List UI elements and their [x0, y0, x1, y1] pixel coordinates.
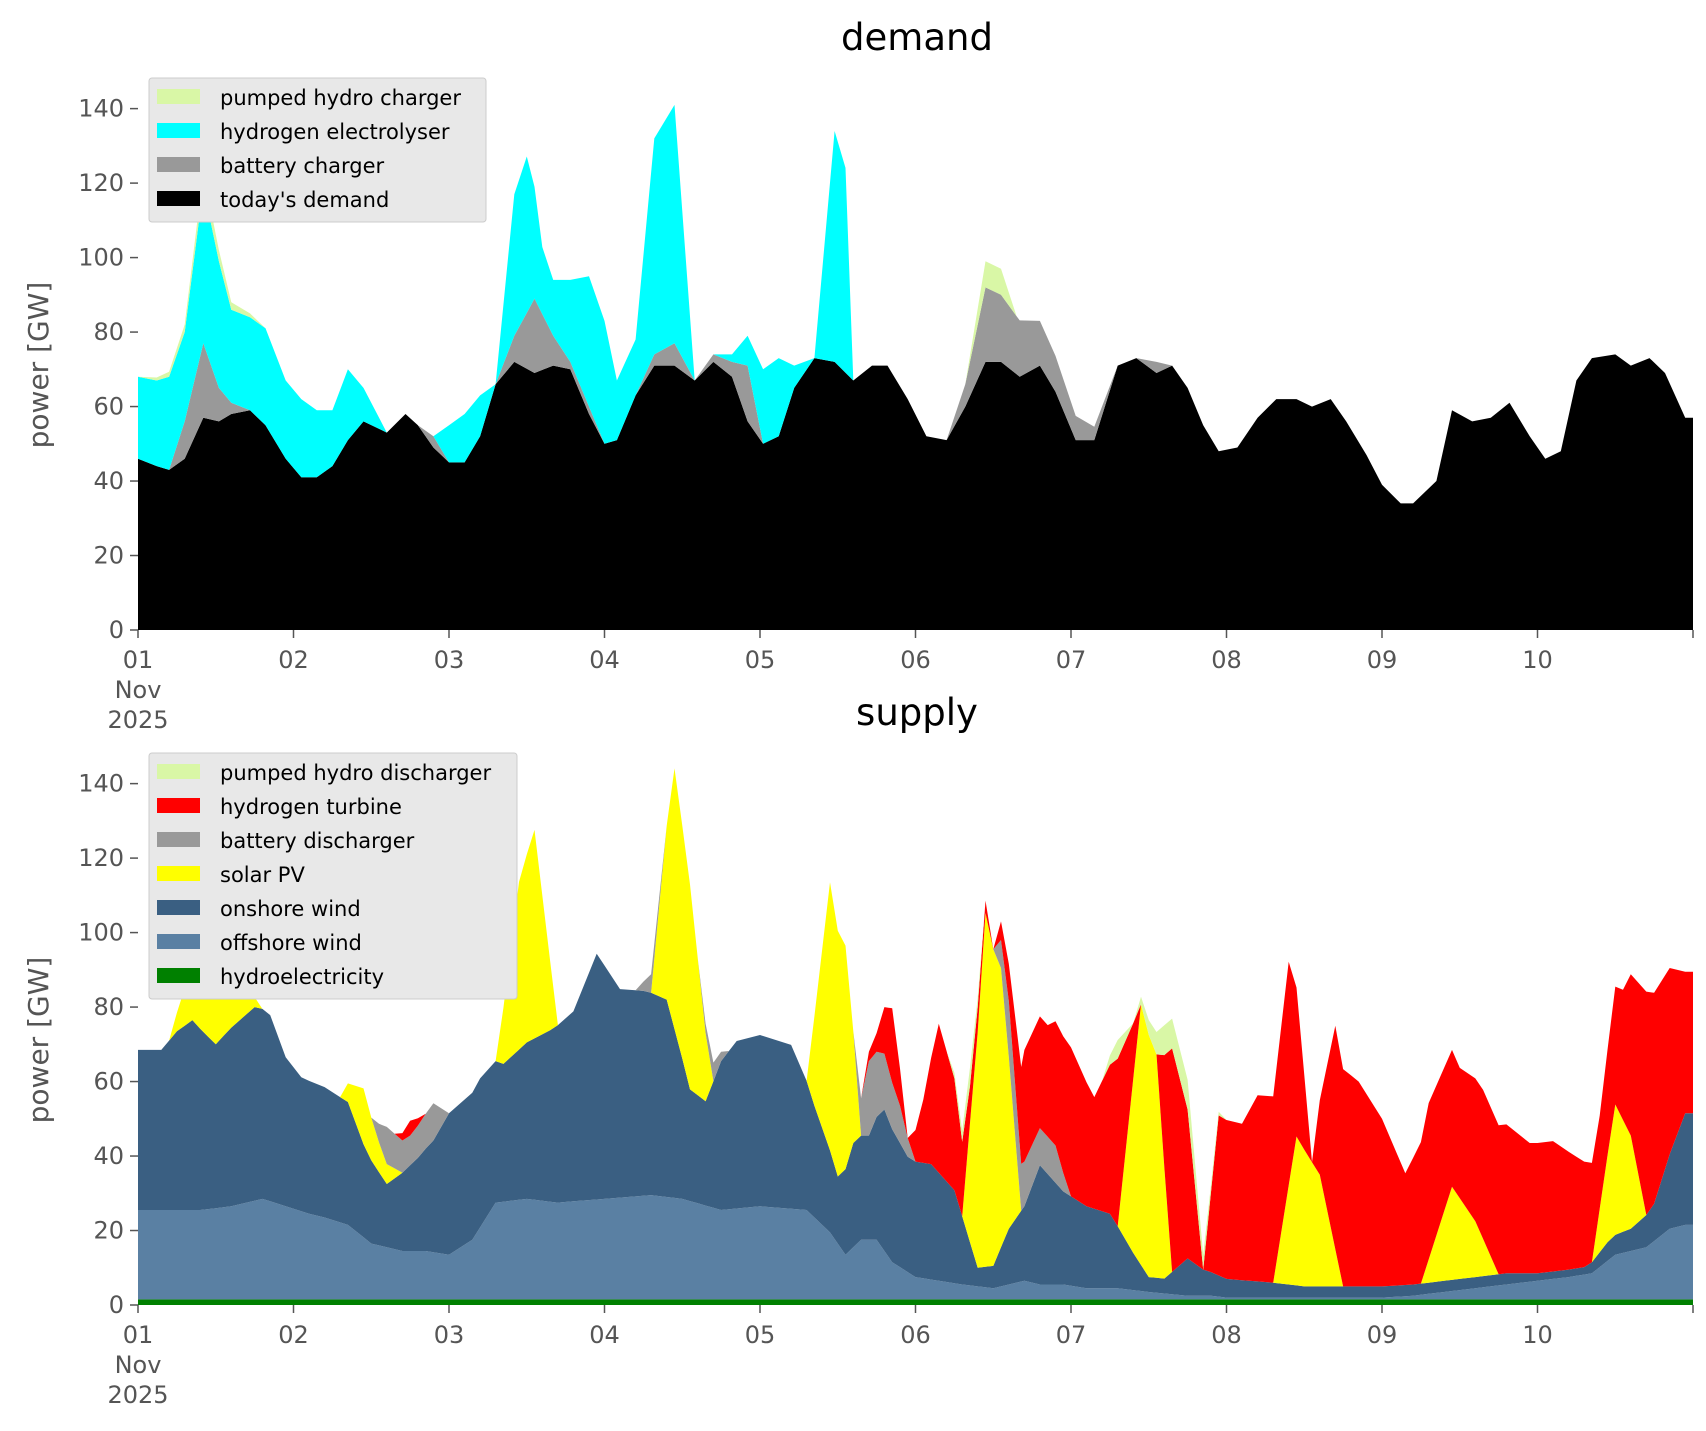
x-tick-label: 09: [1367, 1321, 1398, 1349]
y-tick-label: 80: [93, 318, 124, 346]
supply-chart-panel: supply power [GW] 0 20 40 60 80 100 120 140 01 02…: [22, 691, 1694, 1409]
y-tick-label: 20: [93, 542, 124, 570]
supply-legend-box: [148, 752, 518, 1000]
x-tick-label: 09: [1367, 646, 1398, 674]
y-tick-label: 0: [109, 616, 124, 644]
supply-area-hydroelectricity: [138, 1299, 1693, 1305]
legend-label-pumped-hydro-charger: pumped hydro charger: [220, 86, 461, 110]
demand-chart-title: demand: [841, 16, 993, 59]
y-tick-label: 40: [93, 1142, 124, 1170]
legend-swatch-battery-discharger: [157, 832, 200, 847]
supply-area-solar-pv: [138, 768, 1693, 1287]
y-tick-label: 120: [78, 169, 124, 197]
supply-legend: pumped hydro discharger hydrogen turbine…: [148, 752, 518, 1000]
demand-area-battery-charger: [138, 287, 1693, 504]
y-tick-label: 60: [93, 1068, 124, 1096]
x-tick-label: 06: [900, 646, 931, 674]
legend-label-pumped-hydro-discharger: pumped hydro discharger: [220, 761, 491, 785]
supply-area-hydrogen-turbine: [138, 768, 1693, 1287]
x-tick-sublabel: 2025: [107, 706, 168, 734]
legend-swatch-hydrogen-turbine: [157, 798, 200, 813]
x-tick-label: 10: [1522, 1321, 1553, 1349]
y-tick-label: 40: [93, 467, 124, 495]
supply-area-onshore-wind: [138, 953, 1693, 1298]
demand-axes: 0 20 40 60 80 100 120 140 01 02 03 04 05 06 07 08 09 10 No…: [78, 95, 1694, 734]
y-tick-label: 100: [78, 919, 124, 947]
legend-label-hydroelectricity: hydroelectricity: [220, 965, 384, 989]
supply-y-axis-label: power [GW]: [22, 957, 55, 1124]
x-tick-label: 03: [434, 1321, 465, 1349]
demand-y-axis-label: power [GW]: [22, 282, 55, 449]
legend-swatch-todays-demand: [157, 191, 200, 206]
demand-chart-panel: demand power [GW] 0 20 40 60 80 100 120 140 01 02…: [22, 16, 1694, 734]
demand-area-layers: [138, 104, 1693, 630]
legend-swatch-hydroelectricity: [157, 968, 200, 983]
supply-axes: 0 20 40 60 80 100 120 140 01 02 03 04 05 06 07 08 09 10 No…: [78, 770, 1694, 1409]
legend-label-todays-demand: today's demand: [220, 188, 389, 212]
legend-swatch-offshore-wind: [157, 934, 200, 949]
legend-label-battery-discharger: battery discharger: [220, 829, 415, 853]
x-tick-label: 08: [1211, 1321, 1242, 1349]
x-tick-label: 10: [1522, 646, 1553, 674]
legend-label-hydrogen-electrolyser: hydrogen electrolyser: [220, 120, 450, 144]
x-tick-sublabel: Nov: [115, 676, 162, 704]
y-tick-label: 140: [78, 770, 124, 798]
y-tick-label: 0: [109, 1291, 124, 1319]
supply-area-offshore-wind: [138, 1195, 1693, 1300]
legend-label-solar-pv: solar PV: [220, 863, 305, 887]
x-tick-label: 02: [278, 1321, 309, 1349]
demand-area-hydrogen-electrolyser: [138, 104, 1693, 504]
legend-swatch-hydrogen-electrolyser: [157, 123, 200, 138]
x-tick-label: 02: [278, 646, 309, 674]
x-tick-label: 05: [745, 1321, 776, 1349]
y-tick-label: 60: [93, 393, 124, 421]
legend-swatch-solar-pv: [157, 866, 200, 881]
x-tick-sublabel: Nov: [115, 1351, 162, 1379]
y-tick-label: 140: [78, 95, 124, 123]
legend-label-battery-charger: battery charger: [220, 154, 385, 178]
x-tick-label: 03: [434, 646, 465, 674]
x-tick-sublabel: 2025: [107, 1381, 168, 1409]
demand-area-today-s-demand: [138, 354, 1693, 630]
demand-legend: pumped hydro charger hydrogen electrolys…: [148, 77, 487, 223]
y-tick-label: 80: [93, 993, 124, 1021]
x-tick-label: 07: [1056, 1321, 1087, 1349]
x-tick-label: 06: [900, 1321, 931, 1349]
x-tick-label: 04: [589, 1321, 620, 1349]
y-tick-label: 120: [78, 844, 124, 872]
supply-area-layers: [138, 768, 1693, 1305]
legend-label-offshore-wind: offshore wind: [220, 931, 362, 955]
legend-swatch-battery-charger: [157, 157, 200, 172]
y-tick-label: 100: [78, 244, 124, 272]
x-tick-label: 01: [123, 646, 154, 674]
x-tick-label: 01: [123, 1321, 154, 1349]
x-tick-label: 05: [745, 646, 776, 674]
legend-swatch-pumped-hydro-discharger: [157, 764, 200, 779]
x-tick-label: 04: [589, 646, 620, 674]
legend-label-hydrogen-turbine: hydrogen turbine: [220, 795, 402, 819]
y-tick-label: 20: [93, 1217, 124, 1245]
demand-legend-box: [148, 77, 487, 223]
x-tick-label: 07: [1056, 646, 1087, 674]
legend-swatch-onshore-wind: [157, 900, 200, 915]
x-tick-label: 08: [1211, 646, 1242, 674]
supply-chart-title: supply: [856, 691, 978, 734]
legend-swatch-pumped-hydro-charger: [157, 89, 200, 104]
legend-label-onshore-wind: onshore wind: [220, 897, 361, 921]
